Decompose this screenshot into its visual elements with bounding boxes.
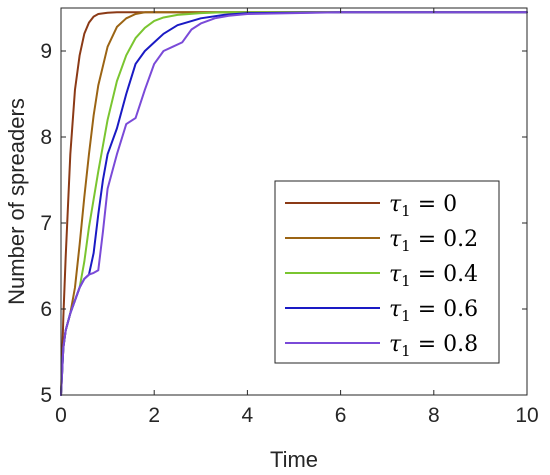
legend: τ1 = 0 τ1 = 0.2 τ1 = 0.4 τ1 = 0.6 τ1 = 0.8 [274,180,500,364]
x-tick-label: 4 [242,404,254,427]
y-tick-label: 9 [40,40,52,63]
legend-label-3: τ1 = 0.6 [389,297,478,325]
x-tick-label: 8 [428,404,440,427]
axes: 0 2 4 6 8 10 5 6 7 8 9 Time Number of spreaders [4,7,539,472]
x-tick-label: 0 [55,404,67,427]
legend-label-1: τ1 = 0.2 [389,227,478,255]
series-lines [60,11,528,396]
axes-box [60,7,528,396]
x-tick-label: 6 [335,404,347,427]
legend-label-0: τ1 = 0 [389,192,457,220]
legend-label-4: τ1 = 0.8 [389,332,478,360]
x-axis-title: Time [270,447,318,472]
y-tick-label: 5 [40,384,52,407]
x-tick-label: 2 [148,404,160,427]
y-tick-label: 8 [40,126,52,149]
series-line-4 [60,11,528,396]
y-tick-label: 7 [40,212,52,235]
y-axis-title: Number of spreaders [4,98,29,305]
legend-label-2: τ1 = 0.4 [389,262,478,290]
legend-box [274,180,500,364]
x-tick-label: 10 [515,404,538,427]
y-tick-label: 6 [40,298,52,321]
